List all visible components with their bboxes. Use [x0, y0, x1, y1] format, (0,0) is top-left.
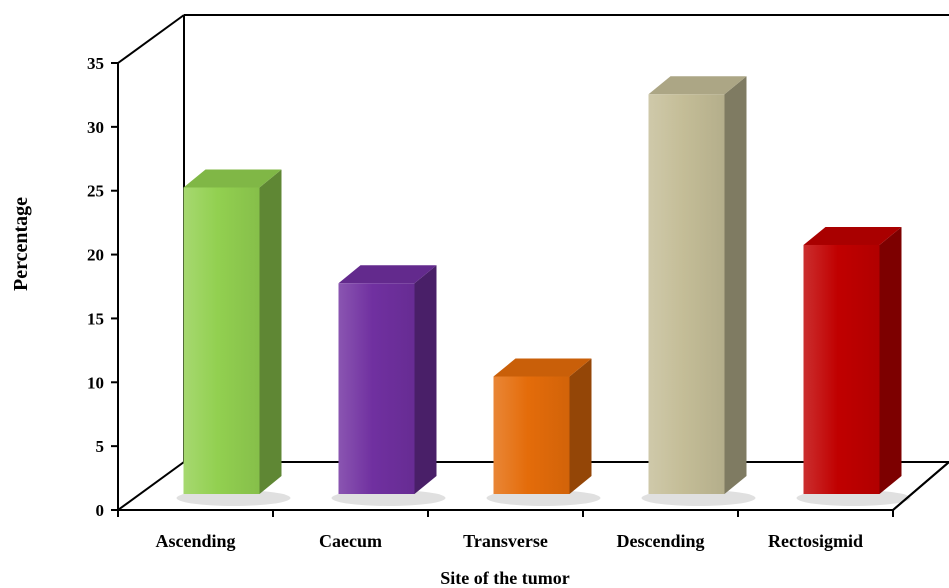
bar-top: [338, 265, 437, 284]
bar-top: [803, 226, 902, 245]
x-tick-label: Rectosigmid: [768, 531, 863, 551]
bar-descending: [641, 76, 756, 506]
bar-side: [879, 226, 902, 494]
bar-top: [648, 76, 747, 95]
y-tick-label: 35: [87, 54, 104, 73]
bar-side: [414, 265, 437, 494]
bar-front: [338, 283, 415, 494]
bar-side: [569, 358, 592, 494]
x-tick-label: Caecum: [319, 531, 382, 551]
x-tick-label: Transverse: [463, 531, 548, 551]
y-tick-label: 20: [87, 246, 104, 265]
bar-transverse: [486, 358, 601, 506]
bar-rectosigmid: [796, 226, 911, 506]
x-tick-label: Ascending: [155, 531, 235, 551]
bar-front: [493, 376, 570, 494]
y-axis: 0 5 10 15 20 25 30 35: [87, 54, 119, 520]
floor: [114, 461, 949, 511]
x-axis: Ascending Caecum Transverse Descending Recto…: [117, 510, 894, 551]
y-tick-label: 0: [96, 501, 105, 520]
x-axis-title: Site of the tumor: [440, 568, 569, 588]
bars: [176, 76, 911, 506]
bar-ascending: [176, 169, 291, 506]
y-tick-label: 25: [87, 182, 104, 201]
side-wall-top: [117, 14, 185, 64]
y-tick-label: 15: [87, 309, 104, 328]
y-tick-label: 30: [87, 118, 104, 137]
floor-right-edge: [892, 461, 949, 511]
y-tick-label: 10: [87, 373, 104, 392]
y-axis-title: Percentage: [10, 197, 32, 291]
bar-top: [183, 169, 282, 188]
bar-front: [803, 244, 880, 494]
bar-front: [648, 94, 725, 495]
y-tick-label: 5: [96, 437, 105, 456]
bar-caecum: [331, 265, 446, 506]
bar-front: [183, 187, 260, 494]
bar-side: [724, 76, 747, 495]
bar-side: [259, 169, 282, 494]
x-tick-label: Descending: [616, 531, 704, 551]
bar-top: [493, 358, 592, 377]
